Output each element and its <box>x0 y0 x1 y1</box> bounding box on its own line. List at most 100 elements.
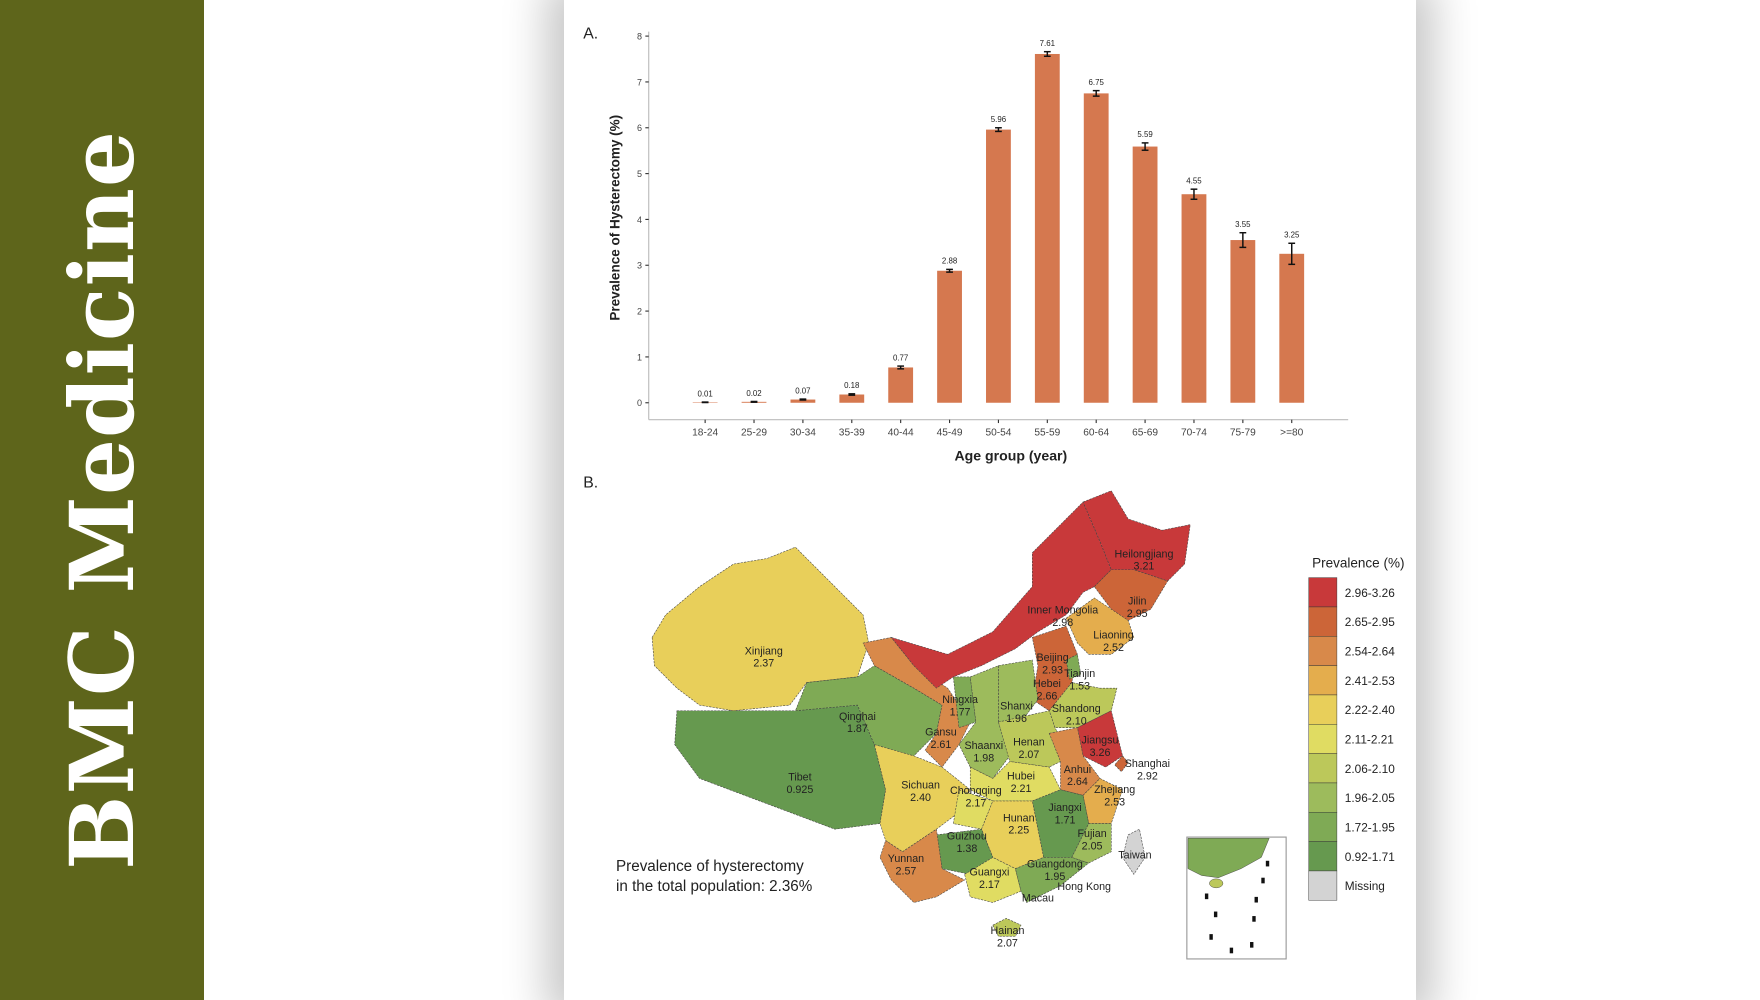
province-shanghai <box>1114 755 1129 773</box>
province-shanxi <box>998 659 1039 723</box>
legend-label: 2.96-3.26 <box>1345 586 1395 600</box>
x-axis-title: Age group (year) <box>954 447 1067 463</box>
y-tick-label: 7 <box>637 77 642 87</box>
province-name-label: Henan <box>1013 737 1045 749</box>
province-name-label: Gansu <box>925 727 957 739</box>
bar-value-label: 4.55 <box>1186 177 1202 186</box>
legend-swatch <box>1308 782 1338 813</box>
bar-value-label: 0.18 <box>844 381 860 390</box>
x-tick-label: 25-29 <box>741 427 767 438</box>
bar <box>1181 194 1207 403</box>
error-bar <box>750 400 758 403</box>
province-value-label: 2.53 <box>1104 797 1125 809</box>
province-name-label: Sichuan <box>901 780 940 792</box>
x-tick-label: 45-49 <box>937 427 963 438</box>
province-value-label: 1.87 <box>847 723 868 735</box>
bar <box>839 394 865 403</box>
error-bar <box>848 393 856 396</box>
legend-label: 0.92-1.71 <box>1345 850 1395 864</box>
bar-value-label: 3.55 <box>1235 220 1251 229</box>
province-value-label: 3.21 <box>1134 561 1155 573</box>
bar <box>1083 93 1109 403</box>
province-name-label: Shandong <box>1052 703 1101 715</box>
province-yunnan <box>879 828 966 903</box>
province-value-label: 1.96 <box>1006 713 1027 725</box>
y-tick-label: 8 <box>637 31 642 41</box>
legend-label: 2.11-2.21 <box>1345 732 1394 746</box>
bar-value-label: 3.25 <box>1284 231 1300 240</box>
bar <box>986 129 1011 403</box>
province-name-label: Fujian <box>1078 828 1107 840</box>
province-name-label: Liaoning <box>1093 630 1134 642</box>
nine-dash-line-segment <box>1250 942 1254 948</box>
x-tick-label: 65-69 <box>1132 427 1158 438</box>
y-tick-label: 4 <box>637 215 642 225</box>
province-name-label: Jiangxi <box>1048 802 1081 814</box>
panel-b-label: B. <box>583 474 598 491</box>
map-note-line2: in the total population: 2.36% <box>616 878 812 895</box>
legend-label: 2.06-2.10 <box>1345 762 1395 776</box>
province-name-label: Shanghai <box>1125 758 1170 770</box>
province-name-label: Guangdong <box>1027 859 1083 871</box>
province-name-label: Jilin <box>1128 596 1146 608</box>
province-name-label: Yunnan <box>888 853 924 865</box>
province-value-label: 0.925 <box>787 784 814 796</box>
bar <box>790 399 816 403</box>
x-tick-label: 75-79 <box>1230 427 1256 438</box>
province-value-label: 2.66 <box>1037 690 1058 702</box>
y-tick-label: 5 <box>637 169 642 179</box>
legend-swatch <box>1308 812 1338 842</box>
province-anhui <box>1048 727 1101 796</box>
y-tick-label: 3 <box>637 261 642 271</box>
province-name-label: Xinjiang <box>745 645 783 657</box>
x-tick-label: 50-54 <box>985 427 1011 438</box>
error-bar <box>1043 50 1051 58</box>
province-name-label: Zhejiang <box>1094 784 1135 796</box>
legend-swatch <box>1308 577 1338 608</box>
province-xinjiang <box>651 546 870 712</box>
x-tick-label: >=80 <box>1280 427 1303 438</box>
province-name-label: Hong Kong <box>1057 881 1111 893</box>
nine-dash-line-segment <box>1265 860 1270 867</box>
province-value-label: 2.37 <box>753 658 774 670</box>
error-bar <box>799 398 807 401</box>
x-tick-label: 70-74 <box>1181 427 1207 438</box>
province-jiangsu <box>1077 710 1123 768</box>
legend-swatch <box>1308 694 1338 725</box>
province-jiangxi <box>1031 789 1090 858</box>
bar-value-label: 5.96 <box>991 115 1007 124</box>
province-value-label: 2.52 <box>1103 642 1124 654</box>
province-value-label: 1.95 <box>1044 871 1065 883</box>
province-value-label: 2.93 <box>1042 665 1063 677</box>
bar <box>937 270 962 403</box>
nine-dash-line-segment <box>1209 934 1213 940</box>
y-tick-label: 2 <box>637 306 642 316</box>
error-bar <box>1239 231 1247 249</box>
province-value-label: 2.64 <box>1067 776 1088 788</box>
bar-value-label: 0.01 <box>697 389 712 398</box>
x-tick-label: 30-34 <box>790 427 816 438</box>
bar <box>1132 146 1158 403</box>
bar-value-label: 2.88 <box>942 257 958 266</box>
panel-a-label: A. <box>583 25 598 42</box>
x-tick-label: 40-44 <box>888 427 914 438</box>
province-name-label: Ningxia <box>942 694 978 706</box>
province-name-label: Guangxi <box>969 866 1009 878</box>
province-liaoning <box>1065 597 1135 655</box>
province-value-label: 2.07 <box>1018 749 1039 761</box>
province-qinghai <box>794 665 943 768</box>
province-name-label: Tianjin <box>1064 668 1095 680</box>
province-taiwan <box>1122 828 1146 875</box>
bar-value-label: 0.07 <box>795 386 810 395</box>
legend-label: 1.96-2.05 <box>1345 791 1395 805</box>
bar-value-label: 6.75 <box>1089 78 1105 87</box>
legend-label: Missing <box>1345 879 1385 893</box>
province-zhejiang <box>1082 778 1123 824</box>
x-tick-label: 18-24 <box>692 427 718 438</box>
bar <box>1034 53 1060 403</box>
province-hainan <box>992 918 1022 937</box>
province-value-label: 2.21 <box>1011 783 1032 795</box>
error-bar <box>995 127 1002 133</box>
